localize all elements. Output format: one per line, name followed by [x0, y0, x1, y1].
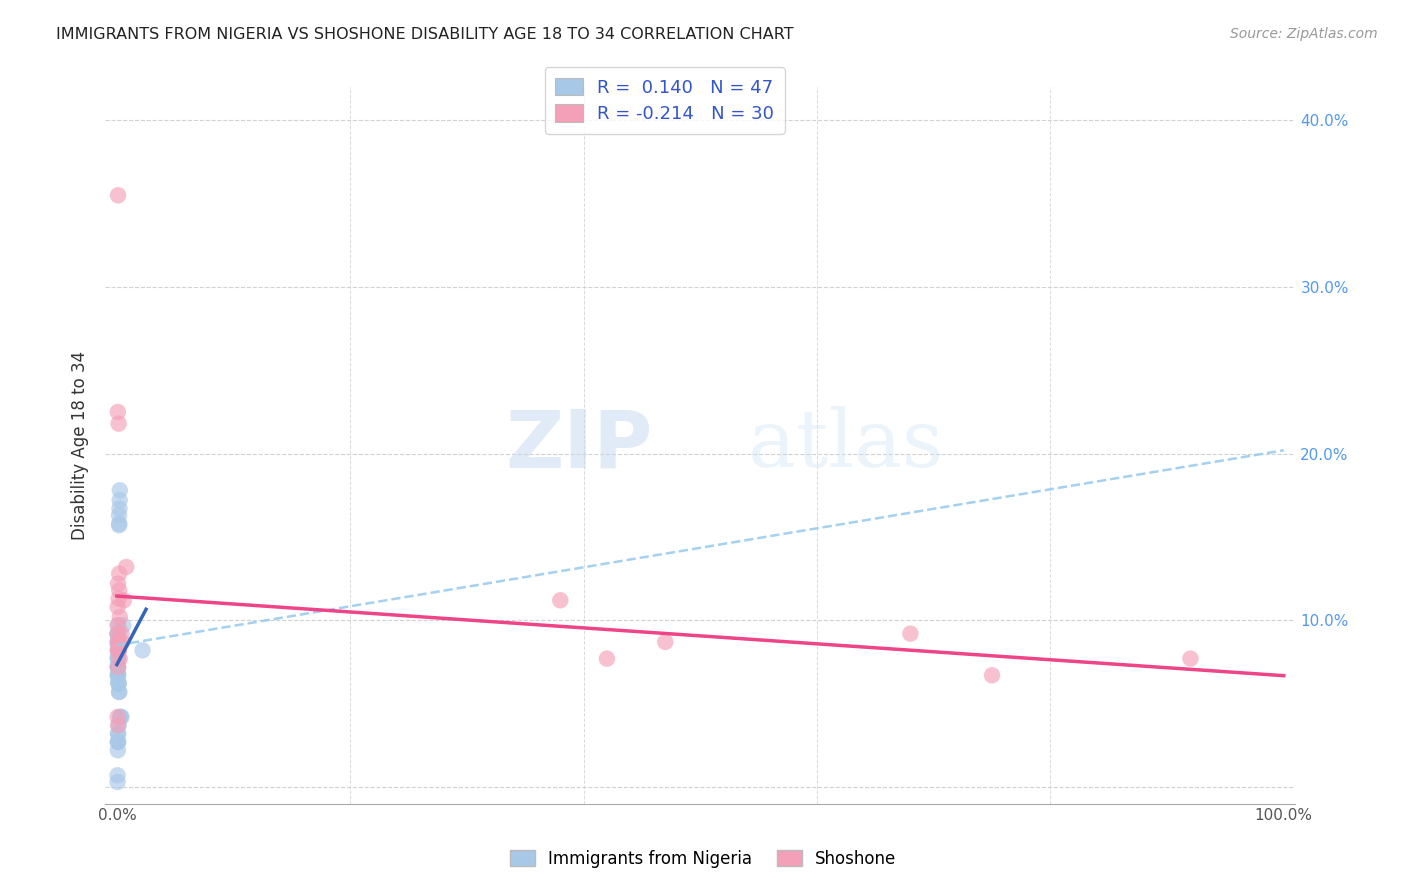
- Point: [107, 633, 129, 648]
- Legend: R =  0.140   N = 47, R = -0.214   N = 30: R = 0.140 N = 47, R = -0.214 N = 30: [544, 67, 785, 134]
- Point: [107, 405, 129, 419]
- Point: [596, 651, 619, 665]
- Point: [107, 735, 129, 749]
- Point: [107, 599, 129, 614]
- Point: [110, 710, 132, 724]
- Point: [107, 666, 129, 681]
- Legend: Immigrants from Nigeria, Shoshone: Immigrants from Nigeria, Shoshone: [503, 844, 903, 875]
- Point: [107, 626, 129, 640]
- Text: atlas: atlas: [748, 406, 943, 484]
- Point: [108, 651, 131, 665]
- Point: [107, 718, 129, 732]
- Point: [108, 583, 131, 598]
- Point: [108, 518, 131, 533]
- Point: [107, 188, 129, 202]
- Point: [115, 560, 138, 574]
- Point: [107, 649, 129, 664]
- Point: [107, 726, 129, 740]
- Point: [107, 651, 129, 665]
- Point: [107, 626, 129, 640]
- Point: [107, 643, 129, 657]
- Point: [107, 668, 129, 682]
- Point: [107, 658, 129, 673]
- Point: [107, 643, 129, 657]
- Point: [108, 566, 131, 581]
- Point: [107, 718, 129, 732]
- Point: [107, 768, 129, 782]
- Point: [108, 685, 131, 699]
- Point: [107, 710, 129, 724]
- Point: [131, 643, 153, 657]
- Point: [107, 668, 129, 682]
- Point: [108, 610, 131, 624]
- Point: [107, 635, 129, 649]
- Point: [107, 643, 129, 657]
- Point: [112, 618, 135, 632]
- Point: [654, 635, 676, 649]
- Point: [550, 593, 572, 607]
- Point: [111, 635, 134, 649]
- Point: [108, 501, 131, 516]
- Point: [108, 508, 131, 523]
- Point: [107, 660, 129, 674]
- Point: [107, 618, 129, 632]
- Point: [107, 775, 129, 789]
- Point: [107, 635, 129, 649]
- Point: [107, 635, 129, 649]
- Point: [107, 618, 129, 632]
- Point: [107, 735, 129, 749]
- Point: [108, 493, 131, 508]
- Point: [107, 638, 129, 652]
- Point: [110, 710, 132, 724]
- Point: [110, 626, 132, 640]
- Point: [108, 685, 131, 699]
- Point: [107, 591, 129, 606]
- Text: Source: ZipAtlas.com: Source: ZipAtlas.com: [1230, 27, 1378, 41]
- Point: [981, 668, 1004, 682]
- Point: [108, 483, 131, 498]
- Point: [107, 743, 129, 757]
- Text: ZIP: ZIP: [506, 406, 652, 484]
- Point: [107, 726, 129, 740]
- Point: [107, 660, 129, 674]
- Point: [107, 643, 129, 657]
- Point: [107, 643, 129, 657]
- Y-axis label: Disability Age 18 to 34: Disability Age 18 to 34: [72, 351, 89, 540]
- Point: [107, 668, 129, 682]
- Point: [107, 651, 129, 665]
- Point: [107, 417, 129, 431]
- Point: [107, 660, 129, 674]
- Point: [107, 626, 129, 640]
- Text: IMMIGRANTS FROM NIGERIA VS SHOSHONE DISABILITY AGE 18 TO 34 CORRELATION CHART: IMMIGRANTS FROM NIGERIA VS SHOSHONE DISA…: [56, 27, 794, 42]
- Point: [107, 675, 129, 690]
- Point: [1180, 651, 1202, 665]
- Point: [107, 643, 129, 657]
- Point: [107, 628, 129, 642]
- Point: [107, 643, 129, 657]
- Point: [112, 593, 135, 607]
- Point: [107, 735, 129, 749]
- Point: [107, 576, 129, 591]
- Point: [107, 676, 129, 690]
- Point: [107, 676, 129, 690]
- Point: [898, 626, 921, 640]
- Point: [107, 660, 129, 674]
- Point: [108, 710, 131, 724]
- Point: [108, 516, 131, 531]
